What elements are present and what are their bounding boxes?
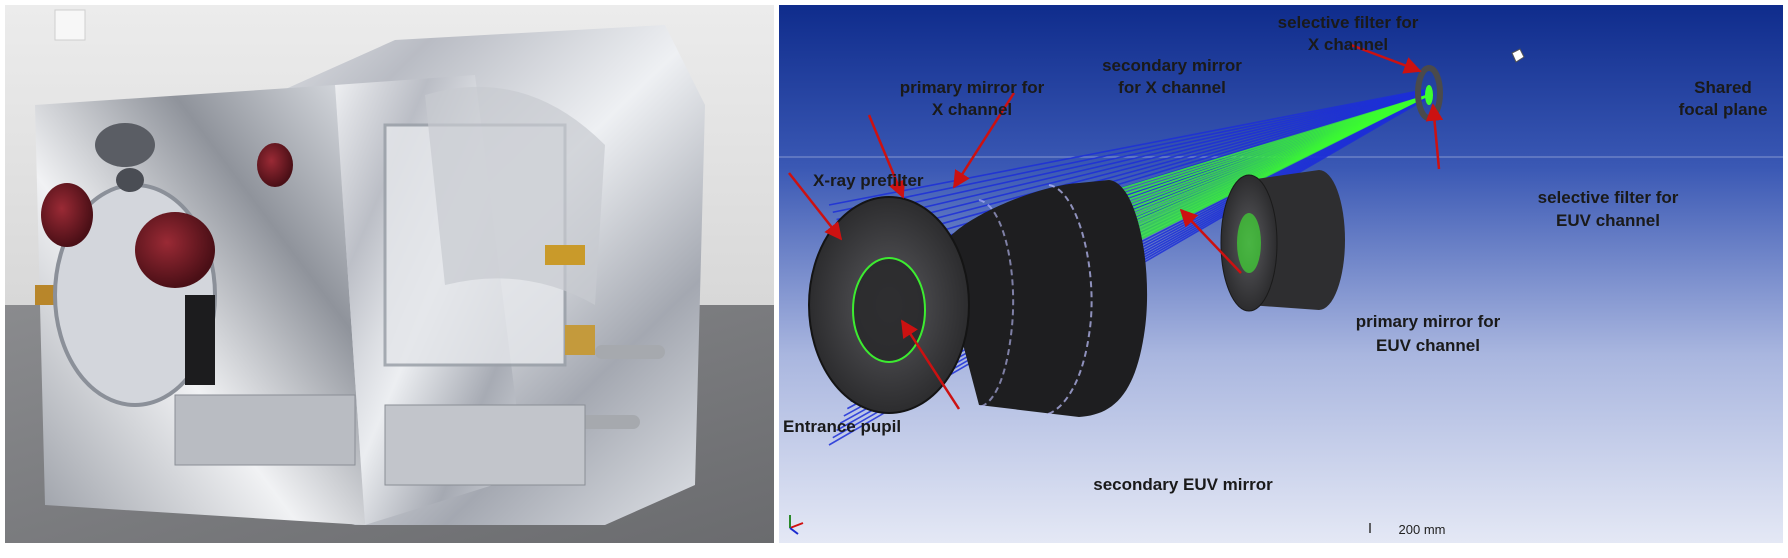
secondary-x-mirror-edge	[1043, 184, 1093, 416]
port-hole	[95, 123, 155, 167]
primary-euv-mirror-aperture	[1237, 213, 1261, 273]
mirror-stack-body	[939, 180, 1148, 417]
scale-bar-label: 200 mm	[1399, 522, 1446, 537]
primary-x-mirror-edge	[978, 199, 1015, 408]
label-xray-prefilter: X-ray prefilter	[813, 171, 924, 190]
label-secondary-x-line2: for X channel	[1118, 78, 1226, 97]
base-plate	[174, 394, 356, 466]
label-primary-x-line2: X channel	[932, 100, 1012, 119]
port-hole	[116, 168, 144, 192]
xray-ray	[847, 89, 1430, 243]
label-selective-filter-x-line1: selective filter for	[1278, 13, 1419, 32]
selective-filter-euv	[1425, 85, 1433, 105]
xray-ray	[836, 88, 1430, 221]
label-selective-filter-x-line2: X channel	[1308, 35, 1388, 54]
xray-ray	[843, 89, 1430, 235]
label-secondary-x-line1: secondary mirror	[1102, 56, 1242, 75]
base-plate	[384, 404, 586, 486]
xray-ray	[856, 90, 1430, 264]
annotation-arrows	[788, 43, 1444, 410]
arrow-secondary-mirror-x	[952, 92, 1016, 189]
arrow-primary-mirror-x	[867, 114, 906, 199]
red-protective-cover	[135, 212, 215, 288]
label-primary-euv-line2: EUV channel	[1376, 336, 1480, 355]
label-selective-filter-euv-line2: EUV channel	[1556, 211, 1660, 230]
arrow-x-ray-prefilter	[788, 172, 843, 241]
label-shared-focal-line2: focal plane	[1679, 100, 1768, 119]
xray-ray	[850, 89, 1430, 250]
label-shared-focal-line1: Shared	[1694, 78, 1752, 97]
axis-triad-icon	[789, 515, 804, 535]
red-protective-cover	[257, 143, 293, 187]
arrow-secondary-euv-mirror	[900, 319, 961, 410]
red-protective-cover	[41, 183, 93, 247]
xray-ray	[832, 88, 1430, 214]
entrance-aperture	[852, 257, 926, 363]
arrow-selective-filter-x	[1350, 43, 1422, 74]
label-primary-x-line1: primary mirror for	[900, 78, 1045, 97]
support-rod	[595, 345, 665, 359]
xray-ray	[853, 89, 1430, 257]
label-secondary-euv: secondary EUV mirror	[1093, 475, 1273, 494]
label-entrance-pupil: Entrance pupil	[783, 417, 901, 436]
xray-ray	[840, 88, 1430, 228]
gold-tape	[545, 245, 585, 265]
black-bracket	[185, 295, 215, 385]
wall-switch	[54, 9, 86, 41]
arrow-selective-filter-euv	[1425, 103, 1444, 170]
xray-ray	[828, 88, 1430, 206]
shared-focal-plane-detector	[1511, 48, 1525, 63]
instrument-photo	[5, 5, 774, 543]
optical-layout-drawing: selective filter for X channel Shared fo…	[779, 5, 1783, 543]
gold-tape	[565, 325, 595, 355]
arrow-primary-mirror-euv	[1179, 208, 1242, 274]
label-selective-filter-euv-line1: selective filter for	[1538, 188, 1679, 207]
instrument-photo-drawing	[5, 5, 774, 543]
label-primary-euv-line1: primary mirror for	[1356, 312, 1501, 331]
optical-layout-diagram: selective filter for X channel Shared fo…	[779, 5, 1783, 543]
